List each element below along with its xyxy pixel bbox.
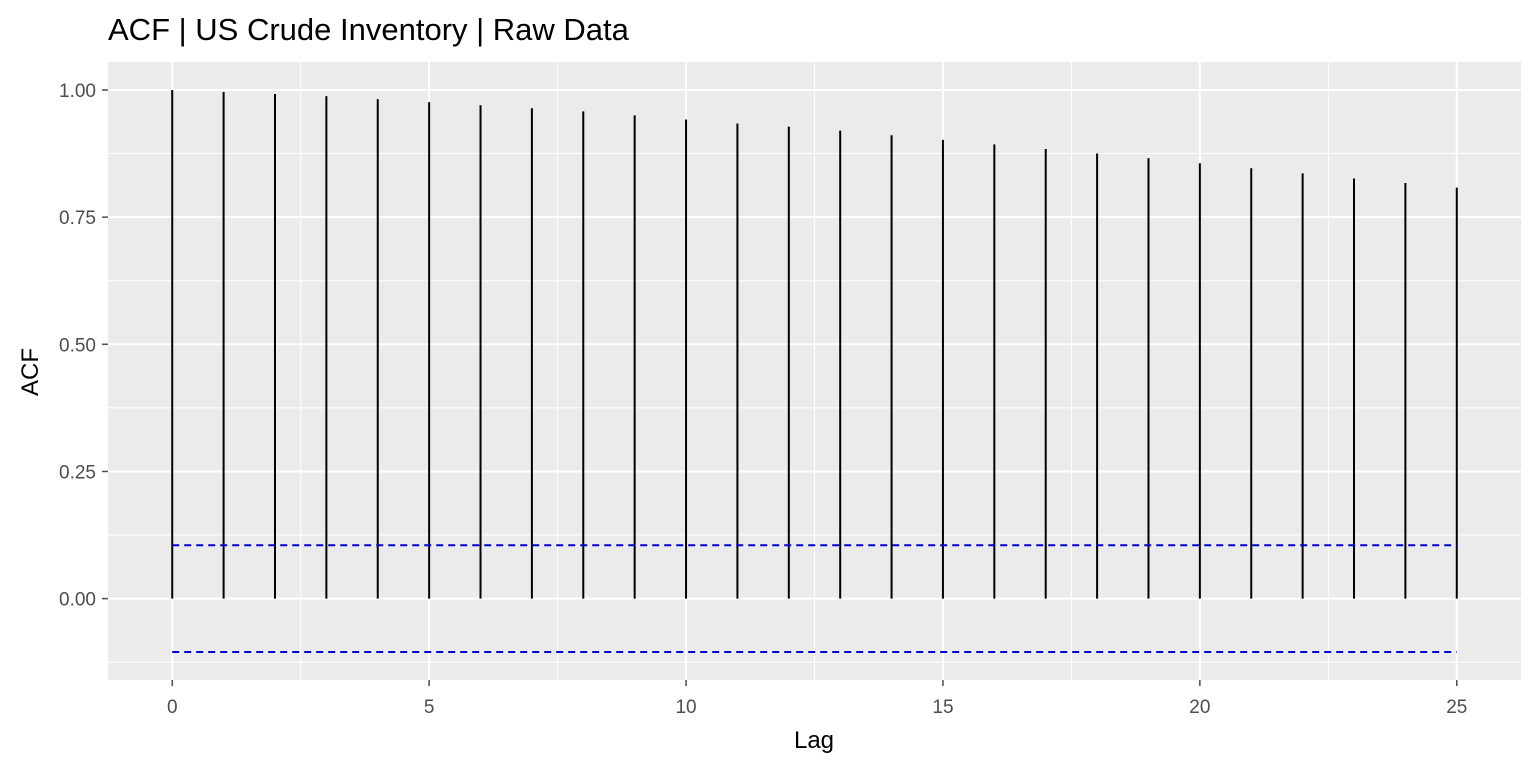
y-axis-title: ACF <box>17 348 44 396</box>
y-tick-label: 0.50 <box>59 335 96 356</box>
y-tick-label: 0.00 <box>59 590 96 611</box>
x-tick-label: 20 <box>1189 697 1210 718</box>
x-axis: 0 5 10 15 20 25 <box>167 680 1467 718</box>
x-tick-label: 25 <box>1446 697 1467 718</box>
x-axis-title: Lag <box>794 727 834 754</box>
y-tick-label: 0.25 <box>59 462 96 483</box>
confidence-bounds <box>172 544 1457 654</box>
chart-title: ACF | US Crude Inventory | Raw Data <box>108 12 630 47</box>
x-tick-label: 5 <box>424 697 435 718</box>
acf-bars <box>171 89 1458 599</box>
x-tick-label: 0 <box>167 697 178 718</box>
x-tick-label: 15 <box>932 697 953 718</box>
y-axis: 0.00 0.25 0.50 0.75 1.00 <box>59 81 108 611</box>
grid-minor <box>108 62 1521 680</box>
x-tick-label: 10 <box>675 697 696 718</box>
y-tick-label: 0.75 <box>59 208 96 229</box>
y-tick-label: 1.00 <box>59 81 96 102</box>
